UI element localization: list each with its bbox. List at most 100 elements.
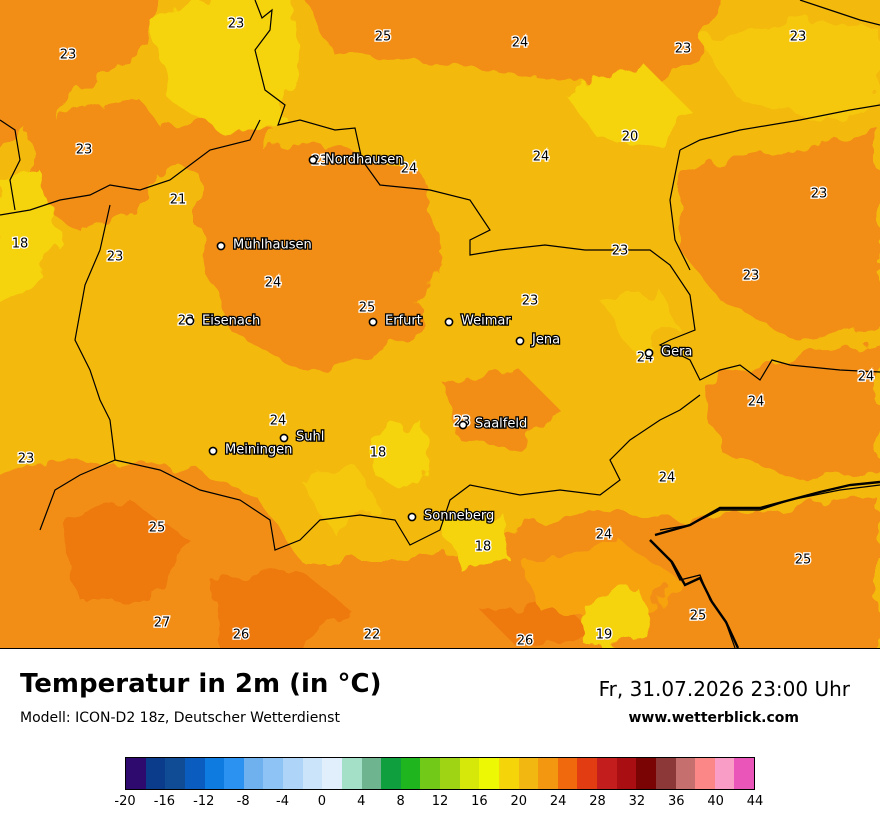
temperature-value: 21 [170, 193, 187, 208]
legend-swatch [616, 758, 637, 789]
legend-swatch [459, 758, 480, 789]
legend-tick-label: -12 [193, 794, 215, 809]
legend-swatch [695, 758, 715, 789]
legend-tick-label: 16 [471, 794, 488, 809]
city-label: Eisenach [202, 314, 260, 329]
city-dot-icon [407, 512, 417, 522]
legend-swatch [518, 758, 539, 789]
city-label: Erfurt [385, 314, 422, 329]
city-weimar[interactable]: Weimar [444, 312, 513, 330]
temperature-value: 24 [659, 471, 676, 486]
legend-swatch [126, 758, 146, 789]
legend-tick-label: 24 [549, 794, 567, 809]
temperature-value: 23 [107, 250, 124, 265]
city-erfurt[interactable]: Erfurt [368, 312, 423, 330]
legend-swatch [263, 758, 283, 789]
legend-swatch [597, 758, 617, 789]
city-suhl[interactable]: Suhl [279, 428, 326, 446]
legend-tick-label: -4 [276, 794, 289, 809]
city-dot-icon [185, 316, 195, 326]
legend-tick-label: 44 [746, 794, 764, 809]
temperature-value: 26 [517, 634, 534, 649]
temperature-value: 24 [533, 150, 550, 165]
temperature-value: 24 [748, 395, 765, 410]
city-label: Jena [531, 333, 560, 348]
legend-swatch [734, 758, 754, 789]
legend-swatch [655, 758, 676, 789]
legend-tick-label: 12 [431, 794, 449, 809]
city-dot-icon [308, 155, 318, 165]
country-border [654, 480, 880, 537]
temperature-value: 24 [596, 528, 613, 543]
city-nordhausen[interactable]: Nordhausen [308, 151, 405, 169]
legend-swatch [479, 758, 499, 789]
temperature-value: 24 [512, 36, 529, 51]
temperature-value: 23 [228, 17, 245, 32]
city-dot-icon [368, 317, 378, 327]
website-link[interactable]: www.wetterblick.com [628, 710, 800, 726]
map-canvas: 23 25 24 23 23 23 24 24 23 20 23 21 23 1… [0, 0, 880, 648]
legend-swatch [498, 758, 519, 789]
city-sonneberg[interactable]: Sonneberg [407, 507, 496, 525]
temperature-value: 27 [154, 616, 171, 631]
city-eisenach[interactable]: Eisenach [185, 312, 262, 330]
city-saalfeld[interactable]: Saalfeld [458, 415, 529, 433]
temperature-value: 25 [795, 553, 812, 568]
legend-swatch [361, 758, 382, 789]
city-jena[interactable]: Jena [515, 331, 561, 349]
legend-tick-label: -16 [153, 794, 175, 809]
city-dot-icon [208, 446, 218, 456]
temperature-value: 25 [690, 609, 707, 624]
legend-tick-label: 4 [357, 794, 366, 809]
legend-swatch [577, 758, 597, 789]
city-gera[interactable]: Gera [644, 343, 694, 361]
city-dot-icon [515, 336, 525, 346]
temperature-value: 24 [858, 370, 875, 385]
temperature-value: 23 [790, 30, 807, 45]
city-markers: Nordhausen Mühlhausen Eisenach Erfurt We… [185, 151, 694, 525]
city-label: Saalfeld [475, 417, 527, 432]
city-dot-icon [216, 241, 226, 251]
city-dot-icon [279, 433, 289, 443]
temperature-value: 20 [622, 130, 639, 145]
legend-swatch [420, 758, 440, 789]
legend-swatch [224, 758, 244, 789]
temperature-value: 18 [12, 237, 29, 252]
temperature-value: 23 [76, 143, 93, 158]
legend-swatch [145, 758, 166, 789]
legend-swatch [322, 758, 342, 789]
city-dot-icon [458, 420, 468, 430]
temperature-value: 22 [364, 628, 381, 643]
city-label: Mühlhausen [233, 238, 312, 253]
state-borders [0, 0, 880, 648]
color-legend [125, 757, 755, 790]
temperature-value: 23 [811, 187, 828, 202]
legend-swatch [675, 758, 696, 789]
legend-tick-labels: -20 -16 -12 -8 -4 0 4 8 12 16 20 24 28 32 36 40 44 [114, 794, 763, 810]
city-label: Weimar [461, 314, 511, 329]
legend-tick-label: 8 [396, 794, 405, 809]
city-muehlhausen[interactable]: Mühlhausen [216, 236, 313, 254]
legend-tick-label: 20 [510, 794, 528, 809]
city-label: Gera [661, 345, 692, 360]
model-info: Modell: ICON-D2 18z, Deutscher Wetterdie… [20, 710, 340, 726]
temperature-value: 23 [60, 48, 77, 63]
temperature-value: 18 [370, 446, 387, 461]
temperature-value: 25 [375, 30, 392, 45]
legend-swatch [283, 758, 303, 789]
temperature-value: 23 [743, 269, 760, 284]
legend-swatch [204, 758, 225, 789]
legend-swatch [636, 758, 656, 789]
legend-tick-label: 40 [707, 794, 724, 809]
legend-swatch [184, 758, 205, 789]
map-title: Temperatur in 2m (in °C) [20, 669, 382, 699]
temperature-value: 23 [522, 294, 539, 309]
legend-tick-label: 36 [667, 794, 685, 809]
legend-tick-label: -20 [114, 794, 136, 809]
temperature-value: 25 [149, 521, 166, 536]
legend-swatch [381, 758, 401, 789]
country-border [649, 539, 740, 648]
city-meiningen[interactable]: Meiningen [208, 441, 294, 459]
legend-swatch [557, 758, 578, 789]
temperature-value: 25 [359, 301, 376, 316]
